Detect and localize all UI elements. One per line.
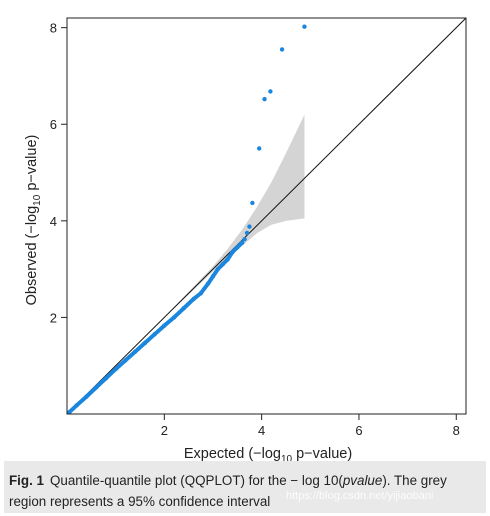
data-point (74, 403, 79, 408)
data-points (67, 24, 307, 415)
x-tick-label: 6 (355, 423, 362, 438)
data-point (268, 89, 273, 94)
caption-background (4, 461, 486, 513)
y-tick-label: 4 (50, 214, 57, 229)
caption-text-end: ). The grey region represents a 95% conf… (9, 473, 447, 509)
figure-label: Fig. 1 (9, 473, 44, 488)
data-point (205, 281, 211, 286)
data-point (191, 296, 196, 302)
data-point (239, 240, 245, 245)
data-point (244, 230, 250, 236)
figure-caption: Fig. 1 Quantile-quantile plot (QQPLOT) fo… (9, 470, 485, 512)
confidence-band (91, 114, 305, 390)
x-tick-label: 8 (453, 423, 460, 438)
data-point (235, 245, 240, 250)
data-point (162, 323, 167, 328)
data-point (279, 47, 285, 52)
data-point (230, 250, 235, 255)
data-point (225, 257, 230, 262)
x-axis: 2 4 6 8 (161, 414, 460, 438)
data-point (113, 366, 118, 372)
data-point (93, 385, 99, 390)
data-point (262, 96, 267, 102)
caption-text-start: Quantile-quantile plot (QQPLOT) for the … (49, 473, 343, 488)
data-point (220, 262, 225, 267)
caption-italic: pvalue (342, 473, 383, 488)
y-tick-label: 2 (50, 310, 57, 325)
y-axis: 2 4 6 8 (50, 21, 67, 325)
data-point (67, 409, 72, 415)
data-point (171, 315, 177, 320)
data-point (152, 332, 157, 337)
data-point (181, 306, 186, 311)
data-point (242, 236, 247, 242)
y-tick-label: 8 (50, 21, 57, 36)
data-point (257, 146, 262, 151)
y-tick-label: 6 (50, 117, 57, 132)
x-axis-label: Expected (−log10 p−value) (184, 446, 352, 465)
data-point (247, 224, 252, 229)
x-tick-label: 4 (258, 423, 265, 438)
data-point (132, 349, 138, 354)
data-point (215, 266, 221, 272)
data-point (250, 200, 255, 206)
data-point (103, 376, 109, 381)
plot-frame (66, 17, 467, 415)
data-point (123, 358, 128, 363)
y-axis-label: Observed (−log10 p−value) (24, 135, 43, 306)
reference-line (66, 17, 467, 415)
data-point (210, 274, 216, 279)
x-tick-label: 2 (161, 423, 168, 438)
watermark: https://blog.csdn.net/yijiaobani (286, 490, 434, 502)
data-point (84, 394, 89, 399)
data-point (142, 340, 148, 346)
data-point (198, 291, 204, 296)
data-point (302, 24, 307, 29)
plot-area (66, 17, 467, 415)
